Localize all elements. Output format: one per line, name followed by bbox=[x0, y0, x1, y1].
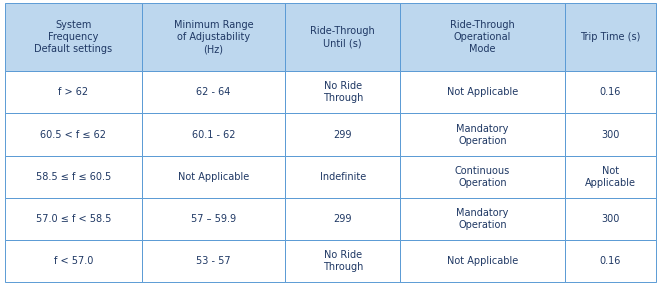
Text: 0.16: 0.16 bbox=[600, 256, 621, 266]
Text: f < 57.0: f < 57.0 bbox=[54, 256, 93, 266]
Bar bbox=[285, 198, 401, 240]
Bar bbox=[5, 198, 141, 240]
Bar bbox=[285, 71, 401, 113]
Text: 299: 299 bbox=[334, 130, 352, 140]
Bar bbox=[5, 3, 141, 71]
Text: Continuous
Operation: Continuous Operation bbox=[455, 166, 510, 188]
Bar bbox=[5, 156, 141, 198]
Bar bbox=[5, 71, 141, 113]
Bar bbox=[5, 240, 141, 282]
Bar bbox=[564, 113, 656, 156]
Text: Not Applicable: Not Applicable bbox=[178, 172, 249, 182]
Bar bbox=[141, 3, 285, 71]
Bar bbox=[285, 240, 401, 282]
Bar bbox=[141, 113, 285, 156]
Bar bbox=[564, 71, 656, 113]
Bar bbox=[141, 240, 285, 282]
Text: f > 62: f > 62 bbox=[58, 87, 89, 97]
Bar bbox=[5, 113, 141, 156]
Text: 60.5 < f ≤ 62: 60.5 < f ≤ 62 bbox=[40, 130, 106, 140]
Text: 60.1 - 62: 60.1 - 62 bbox=[192, 130, 235, 140]
Bar bbox=[401, 198, 564, 240]
Text: Not Applicable: Not Applicable bbox=[447, 256, 518, 266]
Bar bbox=[401, 156, 564, 198]
Bar bbox=[401, 3, 564, 71]
Text: Ride-Through
Operational
Mode: Ride-Through Operational Mode bbox=[450, 20, 515, 54]
Text: 300: 300 bbox=[601, 130, 619, 140]
Text: System
Frequency
Default settings: System Frequency Default settings bbox=[34, 20, 112, 54]
Text: 58.5 ≤ f ≤ 60.5: 58.5 ≤ f ≤ 60.5 bbox=[36, 172, 111, 182]
Bar bbox=[285, 3, 401, 71]
Bar bbox=[401, 240, 564, 282]
Text: Mandatory
Operation: Mandatory Operation bbox=[457, 208, 509, 230]
Text: 299: 299 bbox=[334, 214, 352, 224]
Bar bbox=[401, 71, 564, 113]
Text: Trip Time (s): Trip Time (s) bbox=[580, 32, 641, 42]
Bar bbox=[141, 71, 285, 113]
Text: Not
Applicable: Not Applicable bbox=[585, 166, 636, 188]
Text: Ride-Through
Until (s): Ride-Through Until (s) bbox=[311, 26, 375, 48]
Text: 62 - 64: 62 - 64 bbox=[196, 87, 231, 97]
Bar bbox=[564, 198, 656, 240]
Text: 0.16: 0.16 bbox=[600, 87, 621, 97]
Bar bbox=[564, 240, 656, 282]
Text: Mandatory
Operation: Mandatory Operation bbox=[457, 123, 509, 146]
Text: 53 - 57: 53 - 57 bbox=[196, 256, 231, 266]
Text: Minimum Range
of Adjustability
(Hz): Minimum Range of Adjustability (Hz) bbox=[174, 20, 253, 54]
Text: No Ride
Through: No Ride Through bbox=[323, 81, 363, 103]
Text: 57 – 59.9: 57 – 59.9 bbox=[191, 214, 236, 224]
Text: No Ride
Through: No Ride Through bbox=[323, 250, 363, 272]
Bar bbox=[564, 156, 656, 198]
Bar bbox=[141, 156, 285, 198]
Bar bbox=[564, 3, 656, 71]
Bar bbox=[285, 113, 401, 156]
Text: 300: 300 bbox=[601, 214, 619, 224]
Text: Not Applicable: Not Applicable bbox=[447, 87, 518, 97]
Bar bbox=[285, 156, 401, 198]
Bar bbox=[401, 113, 564, 156]
Text: 57.0 ≤ f < 58.5: 57.0 ≤ f < 58.5 bbox=[36, 214, 111, 224]
Bar bbox=[141, 198, 285, 240]
Text: Indefinite: Indefinite bbox=[320, 172, 366, 182]
